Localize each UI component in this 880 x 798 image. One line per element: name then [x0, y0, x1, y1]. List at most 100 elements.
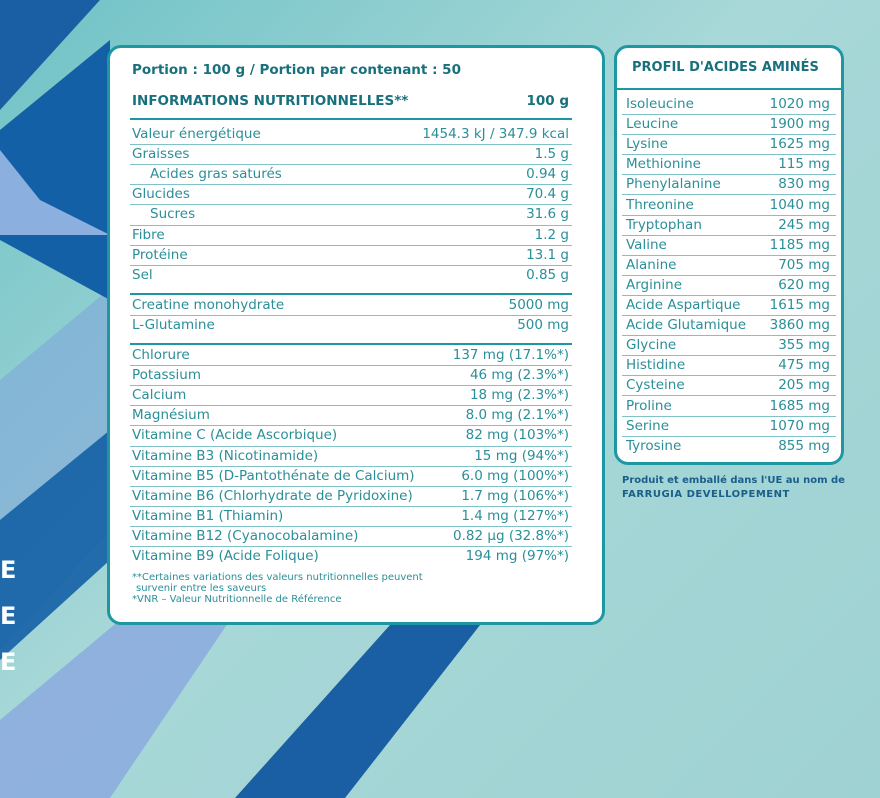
amino-name: Histidine [626, 357, 686, 374]
nutrient-value: 6.0 mg (100%*) [461, 467, 569, 484]
nutrient-name: L-Glutamine [132, 316, 215, 333]
nutrient-value: 15 mg (94%*) [474, 447, 569, 464]
nutrient-value: 500 mg [517, 316, 569, 333]
row-divider [622, 435, 836, 437]
amino-value: 1685 mg [769, 397, 830, 414]
thick-divider [130, 343, 572, 345]
amino-value: 1625 mg [769, 136, 830, 153]
amino-name: Phenylalanine [626, 176, 721, 193]
nutrient-name: Vitamine B1 (Thiamin) [132, 507, 284, 524]
amino-name: Alanine [626, 256, 677, 273]
amino-name: Leucine [626, 116, 679, 133]
row-divider [130, 204, 572, 206]
nutrient-name: Sucres [150, 206, 196, 223]
nutrient-value: 1.4 mg (127%*) [461, 507, 569, 524]
nutrient-name: Chlorure [132, 347, 190, 363]
nutrient-name: Fibre [132, 226, 165, 243]
row-divider [130, 224, 572, 226]
amino-name: Isoleucine [626, 96, 694, 112]
amino-value: 355 mg [778, 337, 830, 354]
amino-value: 705 mg [778, 256, 830, 273]
amino-name: Acide Aspartique [626, 297, 741, 313]
row-divider [130, 485, 572, 487]
row-divider [130, 184, 572, 186]
amino-name: Glycine [626, 337, 677, 354]
nutrient-value: 0.94 g [526, 166, 569, 183]
row-divider [622, 194, 836, 196]
amino-value: 475 mg [778, 357, 830, 374]
amino-value: 3860 mg [769, 317, 830, 334]
side-letter: E [0, 648, 17, 676]
nutrient-value: 1.5 g [534, 146, 569, 163]
nutrition-panel [107, 45, 605, 625]
portion: Portion : 100 g / Portion par contenant … [132, 62, 461, 78]
nutrient-name: Potassium [132, 367, 202, 384]
amino-value: 855 mg [778, 437, 830, 454]
side-letter: E [0, 556, 17, 584]
nutrient-name: Vitamine B5 (D-Pantothénate de Calcium) [132, 467, 415, 484]
amino-value: 1070 mg [769, 417, 830, 434]
row-divider [622, 174, 836, 176]
row-divider [622, 274, 836, 276]
side-letter: E [0, 602, 17, 630]
nutrient-value: 5000 mg [508, 296, 569, 313]
nutrient-name: Sel [132, 266, 153, 283]
row-divider [130, 244, 572, 246]
amino-name: Threonine [626, 196, 694, 213]
thick-divider [617, 88, 841, 90]
amino-value: 115 mg [778, 156, 830, 173]
row-divider [622, 415, 836, 417]
producer-line: Produit et emballé dans l'UE au nom de [622, 475, 845, 486]
footnote: survenir entre les saveurs [136, 583, 267, 594]
row-divider [130, 425, 572, 427]
nutrient-value: 1.7 mg (106%*) [461, 487, 569, 504]
nutrient-name: Vitamine B6 (Chlorhydrate de Pyridoxine) [132, 487, 413, 504]
thick-divider [130, 292, 572, 295]
row-divider [622, 375, 836, 377]
nutrient-name: Magnésium [132, 407, 210, 424]
row-divider [622, 254, 836, 256]
row-divider [130, 314, 572, 316]
row-divider [130, 445, 572, 447]
nutrient-name: Graisses [132, 146, 190, 163]
nutrient-name: Vitamine B12 (Cyanocobalamine) [132, 527, 359, 544]
amino-value: 620 mg [778, 276, 830, 293]
row-divider [130, 164, 572, 166]
amino-name: Acide Glutamique [626, 317, 747, 334]
row-divider [622, 114, 836, 115]
amino-value: 1615 mg [769, 297, 830, 313]
row-divider [622, 315, 836, 316]
amino-value: 1020 mg [769, 96, 830, 112]
nutrient-value: 137 mg (17.1%*) [452, 347, 569, 363]
thick-divider [130, 118, 572, 120]
header-value: 100 g [526, 93, 569, 109]
row-divider [622, 154, 836, 156]
producer-name: FARRUGIA DEVELLOPEMENT [622, 489, 790, 500]
nutrient-name: Valeur énergétique [132, 126, 261, 142]
nutrient-name: Vitamine B9 (Acide Folique) [132, 548, 319, 564]
amino-name: Valine [626, 236, 667, 253]
amino-name: Methionine [626, 156, 701, 173]
nutrient-value: 1454.3 kJ / 347.9 kcal [422, 126, 569, 142]
nutrient-name: Glucides [132, 186, 190, 203]
nutrient-value: 1.2 g [534, 226, 569, 243]
row-divider [130, 385, 572, 387]
row-divider [130, 264, 572, 266]
nutrient-value: 13.1 g [526, 246, 569, 263]
nutrient-name: Creatine monohydrate [132, 296, 285, 313]
amino-name: Serine [626, 417, 670, 434]
nutrient-name: Calcium [132, 387, 187, 404]
nutrient-value: 18 mg (2.3%*) [469, 387, 569, 404]
amino-value: 830 mg [778, 176, 830, 193]
row-divider [622, 134, 836, 136]
row-divider [130, 546, 572, 547]
amino-name: Tyrosine [626, 437, 682, 454]
nutrient-value: 8.0 mg (2.1%*) [465, 407, 569, 424]
nutrient-value: 0.85 g [526, 266, 569, 283]
amino-name: Lysine [626, 136, 668, 153]
amino-name: Arginine [626, 276, 683, 293]
row-divider [622, 335, 836, 337]
row-divider [130, 144, 572, 146]
